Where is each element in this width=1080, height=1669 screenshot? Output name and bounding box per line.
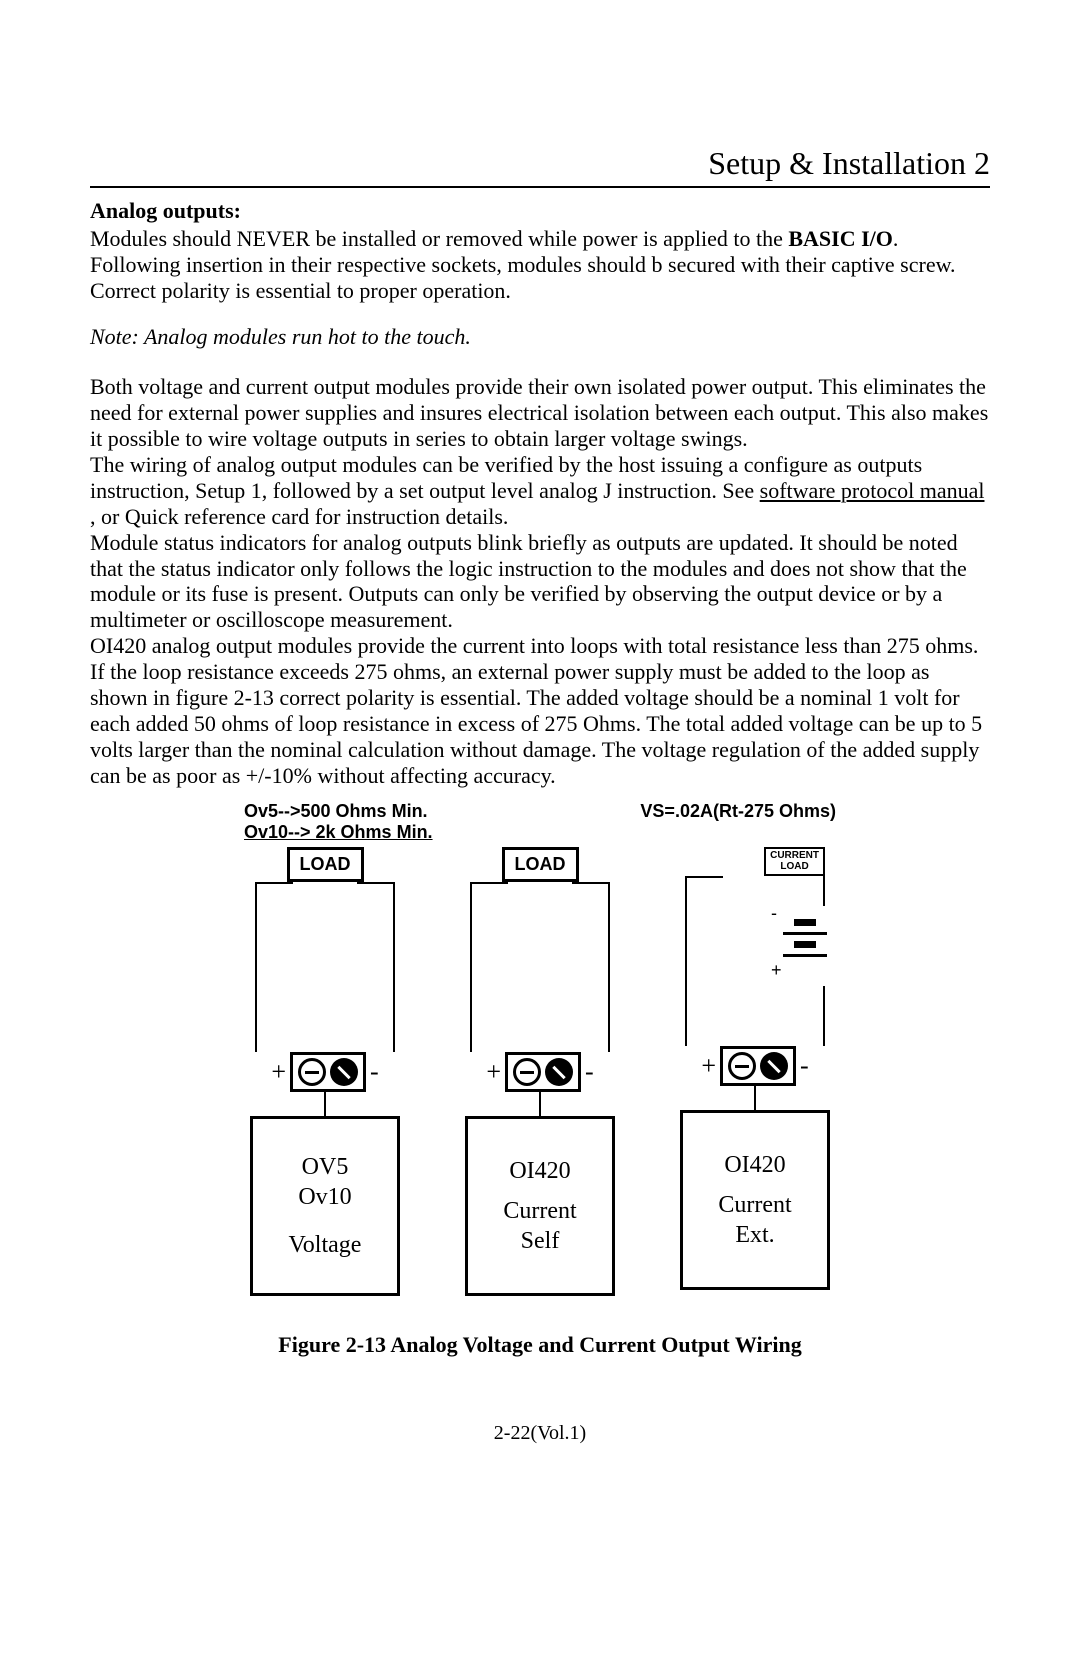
ohms-line2: Ov10--> 2k Ohms Min. <box>244 822 433 843</box>
battery-symbol: - + <box>783 906 827 974</box>
current-load-box: CURRENT LOAD <box>764 847 825 876</box>
wires-2 <box>470 882 610 1052</box>
terminal-row-3: + - <box>701 1046 808 1086</box>
terminal-row-2: + - <box>486 1052 593 1092</box>
paragraph-4: Module status indicators for analog outp… <box>90 530 990 634</box>
stem-2 <box>539 1092 541 1116</box>
col3-top: CURRENT LOAD - <box>670 847 840 1046</box>
vs-formula-label: VS=.02A(Rt-275 Ohms) <box>640 801 836 843</box>
minus-sign-1: - <box>370 1057 379 1087</box>
paragraph-3: The wiring of analog output modules can … <box>90 452 990 530</box>
terminal-box-3 <box>720 1046 796 1086</box>
module1-line4: Voltage <box>289 1230 362 1260</box>
load-box-2: LOAD <box>502 847 579 882</box>
section-heading: Analog outputs: <box>90 198 990 224</box>
module-voltage: OV5 Ov10 Voltage <box>250 1116 400 1296</box>
p3-link: software protocol manual <box>760 478 985 503</box>
battery-minus: - <box>771 910 777 917</box>
module1-line1: OV5 <box>302 1152 349 1182</box>
module3-line1: OI420 <box>724 1150 785 1180</box>
note-line: Note: Analog modules run hot to the touc… <box>90 324 990 350</box>
paragraph-2: Both voltage and current output modules … <box>90 374 990 452</box>
module3-line2: Current <box>718 1190 791 1220</box>
battery-plate-long-icon <box>783 932 827 935</box>
diagram-top-labels: Ov5-->500 Ohms Min. Ov10--> 2k Ohms Min.… <box>240 801 840 843</box>
minus-sign-2: - <box>585 1057 594 1087</box>
plus-sign-2: + <box>486 1057 501 1087</box>
stem-3 <box>754 1086 756 1110</box>
wiring-diagram: Ov5-->500 Ohms Min. Ov10--> 2k Ohms Min.… <box>240 801 840 1296</box>
module3-line3: Ext. <box>735 1220 774 1250</box>
diagram-columns: LOAD + - OV5 Ov10 <box>240 847 840 1296</box>
plus-sign-3: + <box>701 1051 716 1081</box>
battery-plate-long-icon <box>783 954 827 957</box>
module-current-self: OI420 Current Self <box>465 1116 615 1296</box>
ohms-min-label: Ov5-->500 Ohms Min. Ov10--> 2k Ohms Min. <box>244 801 433 843</box>
wires-1 <box>255 882 395 1052</box>
screw-terminal-black-icon <box>545 1058 573 1086</box>
paragraph-5: OI420 analog output modules provide the … <box>90 633 990 789</box>
figure-caption: Figure 2-13 Analog Voltage and Current O… <box>278 1332 801 1358</box>
battery-plate-short-icon <box>794 919 816 926</box>
p1-bold: BASIC I/O <box>788 226 893 251</box>
wires-3: - + <box>685 876 825 1046</box>
figure-2-13: Ov5-->500 Ohms Min. Ov10--> 2k Ohms Min.… <box>90 801 990 1358</box>
stem-1 <box>324 1092 326 1116</box>
p1-text-a: Modules should NEVER be installed or rem… <box>90 226 788 251</box>
current-load-l2: LOAD <box>770 862 819 873</box>
screw-terminal-white-icon <box>298 1058 326 1086</box>
module2-line3: Self <box>521 1226 560 1256</box>
page-header: Setup & Installation 2 <box>90 145 990 188</box>
module2-line2: Current <box>503 1196 576 1226</box>
battery-plate-short-icon <box>794 941 816 948</box>
terminal-row-1: + - <box>271 1052 378 1092</box>
screw-terminal-white-icon <box>513 1058 541 1086</box>
module-current-ext: OI420 Current Ext. <box>680 1110 830 1290</box>
terminal-box-2 <box>505 1052 581 1092</box>
screw-terminal-white-icon <box>728 1052 756 1080</box>
page-number: 2-22(Vol.1) <box>90 1422 990 1445</box>
screw-terminal-black-icon <box>330 1058 358 1086</box>
load-box-1: LOAD <box>287 847 364 882</box>
ohms-line1: Ov5-->500 Ohms Min. <box>244 801 433 822</box>
paragraph-1: Modules should NEVER be installed or rem… <box>90 226 990 304</box>
p3-text-b: , or Quick reference card for instructio… <box>90 504 508 529</box>
minus-sign-3: - <box>800 1051 809 1081</box>
module2-line1: OI420 <box>509 1156 570 1186</box>
voltage-column: LOAD + - OV5 Ov10 <box>240 847 410 1296</box>
current-self-column: LOAD + - OI420 C <box>455 847 625 1296</box>
battery-plus: + <box>771 967 782 974</box>
screw-terminal-black-icon <box>760 1052 788 1080</box>
module1-line2: Ov10 <box>298 1182 351 1212</box>
plus-sign-1: + <box>271 1057 286 1087</box>
terminal-box-1 <box>290 1052 366 1092</box>
current-ext-column: CURRENT LOAD - <box>670 847 840 1296</box>
